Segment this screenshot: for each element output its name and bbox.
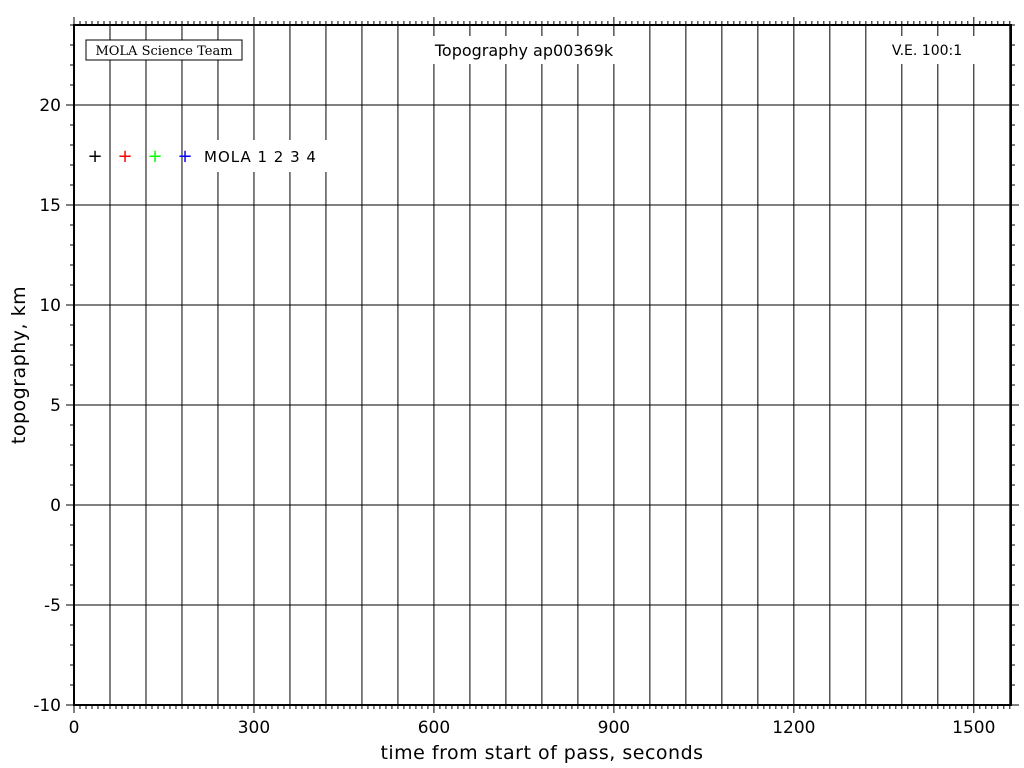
- x-tick-label: 600: [418, 718, 450, 738]
- plot-frame: [73, 24, 1012, 706]
- axis-ticks: [66, 17, 1019, 713]
- legend: + + + + MOLA 1 2 3 4: [87, 140, 328, 172]
- legend-marker-icon: +: [87, 146, 102, 167]
- legend-marker-icon: +: [177, 146, 192, 167]
- vertical-exaggeration: V.E. 100:1: [892, 43, 962, 59]
- chart-title: Topography ap00369k: [434, 41, 614, 60]
- x-tick-label: 300: [238, 718, 270, 738]
- y-tick-label: 0: [50, 496, 61, 516]
- x-axis-label: time from start of pass, seconds: [380, 742, 703, 764]
- legend-text: MOLA 1 2 3 4: [204, 148, 317, 166]
- y-tick-label: -10: [33, 696, 61, 716]
- y-axis-label: topography, km: [8, 286, 30, 444]
- tick-labels: 0 300 600 900 1200 1500 -10 -5 0 5 10 15 20: [33, 96, 995, 738]
- x-tick-label: 1200: [772, 718, 815, 738]
- y-tick-label: -5: [44, 596, 61, 616]
- y-tick-label: 5: [50, 396, 61, 416]
- x-tick-label: 0: [69, 718, 80, 738]
- legend-marker-icon: +: [117, 146, 132, 167]
- credit-box: MOLA Science Team: [85, 39, 243, 61]
- y-tick-label: 10: [39, 296, 61, 316]
- grid-lines: [74, 25, 1011, 705]
- y-tick-label: 20: [39, 96, 61, 116]
- legend-marker-icon: +: [147, 146, 162, 167]
- x-tick-label: 900: [598, 718, 630, 738]
- y-tick-label: 15: [39, 196, 61, 216]
- x-tick-label: 1500: [952, 718, 995, 738]
- credit-text: MOLA Science Team: [95, 44, 232, 59]
